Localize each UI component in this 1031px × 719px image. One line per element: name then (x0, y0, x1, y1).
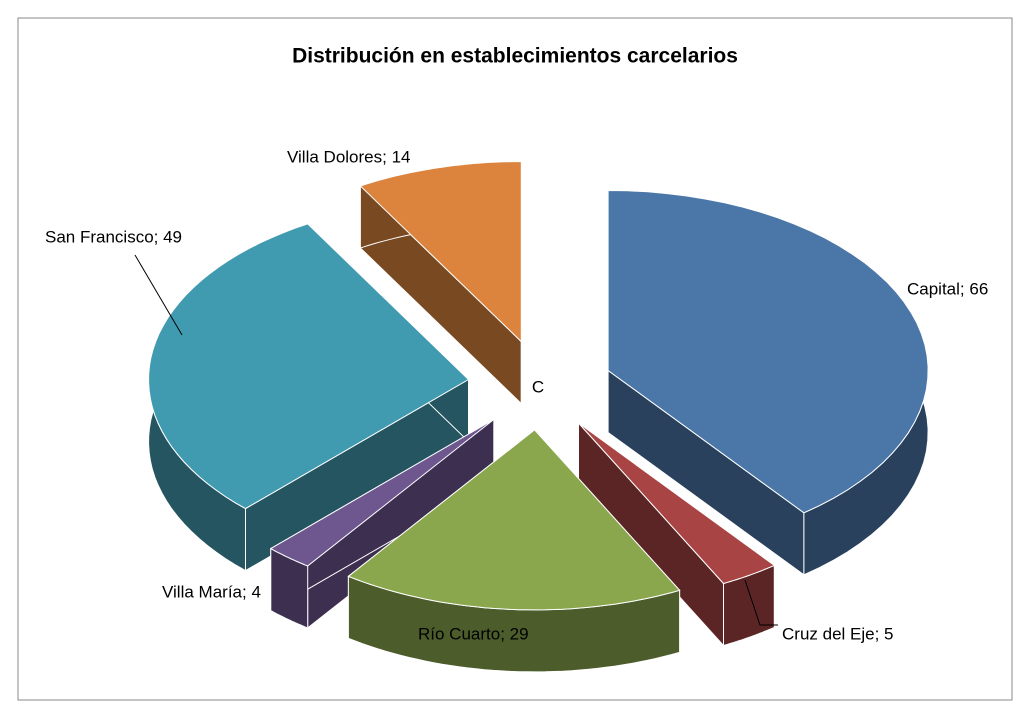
data-label: Villa María; 4 (162, 582, 261, 601)
data-label: Río Cuarto; 29 (418, 624, 529, 643)
chart-title: Distribución en establecimientos carcela… (292, 45, 738, 68)
slice (359, 161, 522, 343)
slice (607, 189, 929, 514)
slice (269, 419, 495, 567)
leader-line (134, 254, 183, 336)
data-label: Cruz del Eje; 5 (782, 624, 894, 643)
data-label: San Francisco; 49 (45, 227, 182, 246)
slice (148, 223, 470, 510)
data-label: Capital; 66 (907, 279, 988, 298)
leader-line (744, 579, 778, 626)
slice (578, 422, 776, 585)
annotation: C (532, 377, 544, 396)
slice (347, 429, 681, 611)
pie (148, 161, 929, 673)
data-label: Villa Dolores; 14 (287, 147, 410, 166)
